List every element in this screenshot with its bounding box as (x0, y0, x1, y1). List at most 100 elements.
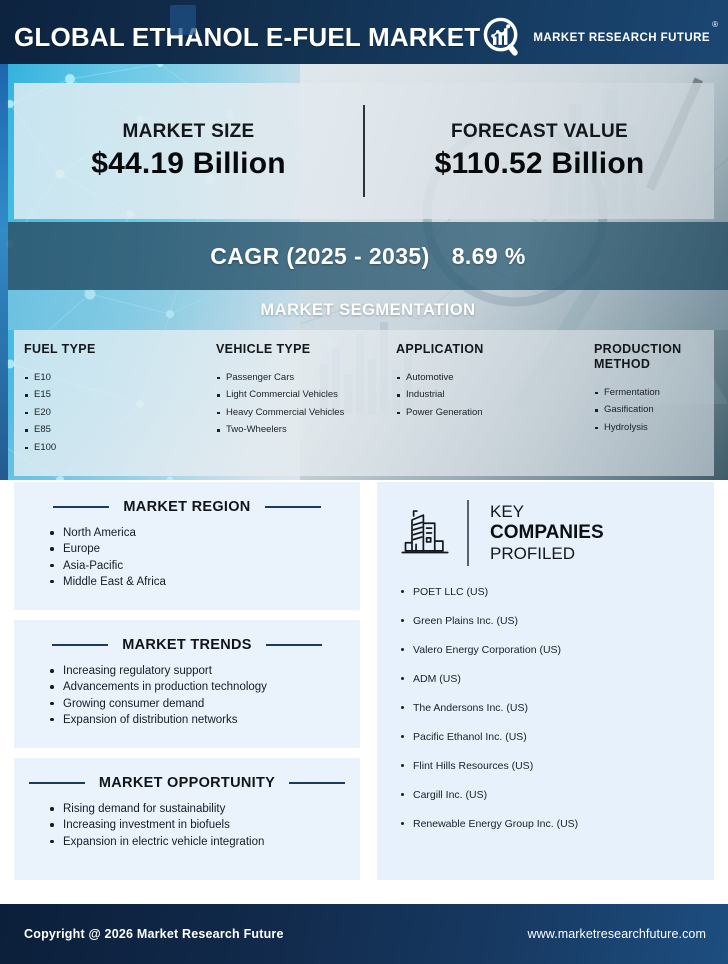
rule-left (28, 781, 85, 785)
hero-banner: MARKET SIZE $44.19 Billion FORECAST VALU… (0, 64, 728, 480)
segmentation-heading: APPLICATION (396, 342, 484, 356)
list-item: Light Commercial Vehicles (216, 390, 390, 400)
segmentation-title: MARKET SEGMENTATION (260, 300, 476, 319)
segmentation-column-production-method: PRODUCTION METHOD Fermentation Gasificat… (594, 342, 714, 476)
list-item: Valero Energy Corporation (US) (401, 644, 714, 656)
market-region-list: North America Europe Asia-Pacific Middle… (14, 525, 360, 590)
page-title: GLOBAL ETHANOL E-FUEL MARKET (14, 22, 481, 52)
key-companies-word-profiled: PROFILED (490, 544, 576, 564)
market-opportunity-title: MARKET OPPORTUNITY (98, 775, 276, 791)
rule-right (289, 781, 346, 785)
forecast-value-label: FORECAST VALUE (451, 121, 628, 142)
list-item: E15 (24, 390, 210, 400)
market-size-block: MARKET SIZE $44.19 Billion (14, 121, 363, 181)
vertical-divider (363, 105, 365, 197)
key-companies-word-companies: COMPANIES (490, 521, 604, 543)
list-item: ADM (US) (401, 673, 714, 685)
market-trends-list: Increasing regulatory support Advancemen… (14, 663, 360, 728)
list-item: The Andersons Inc. (US) (401, 702, 714, 714)
forecast-value-block: FORECAST VALUE $110.52 Billion (365, 121, 714, 181)
list-item: Cargill Inc. (US) (401, 789, 714, 801)
list-item: Green Plains Inc. (US) (401, 615, 714, 627)
header-decor-block (170, 5, 196, 35)
market-trends-title: MARKET TRENDS (122, 637, 252, 653)
segmentation-list: Passenger Cars Light Commercial Vehicles… (216, 373, 390, 435)
page-header: GLOBAL ETHANOL E-FUEL MARKET MARKET RESE… (0, 0, 728, 75)
list-item: Passenger Cars (216, 373, 390, 383)
cagr-value: 8.69 % (451, 242, 526, 269)
list-item: Growing consumer demand (50, 696, 360, 712)
list-item: Advancements in production technology (50, 679, 360, 695)
segmentation-list: E10 E15 E20 E85 E100 (24, 373, 210, 453)
rule-left (52, 643, 109, 647)
list-item: Expansion of distribution networks (50, 712, 360, 728)
key-companies-card: KEY COMPANIES PROFILED POET LLC (US) Gre… (377, 482, 714, 880)
segmentation-list: Fermentation Gasification Hydrolysis (594, 387, 708, 433)
segmentation-list: Automotive Industrial Power Generation (396, 373, 588, 418)
brand-logo-text: MARKET RESEARCH FUTURE (533, 31, 710, 44)
card-title-row: MARKET REGION (14, 482, 360, 515)
list-item: Rising demand for sustainability (50, 801, 360, 817)
list-item: Renewable Energy Group Inc. (US) (401, 818, 714, 830)
list-item: Fermentation (594, 387, 708, 398)
market-size-label: MARKET SIZE (122, 121, 255, 142)
list-item: Expansion in electric vehicle integratio… (50, 834, 360, 850)
footer-copyright: Copyright @ 2026 Market Research Future (24, 927, 284, 941)
key-companies-list: POET LLC (US) Green Plains Inc. (US) Val… (377, 586, 714, 830)
segmentation-heading: FUEL TYPE (24, 342, 96, 356)
market-trends-card: MARKET TRENDS Increasing regulatory supp… (14, 620, 360, 748)
registered-trademark-icon: ® (712, 19, 718, 29)
list-item: Europe (50, 541, 360, 557)
list-item: Asia-Pacific (50, 558, 360, 574)
rule-right (265, 643, 322, 647)
list-item: Increasing regulatory support (50, 663, 360, 679)
key-companies-word-key: KEY (490, 502, 525, 522)
segmentation-title-band: MARKET SEGMENTATION (8, 290, 728, 330)
list-item: POET LLC (US) (401, 586, 714, 598)
lower-content: MARKET REGION North America Europe Asia-… (0, 480, 728, 900)
cagr-band: CAGR (2025 - 2035) 8.69 % (8, 222, 728, 290)
list-item: Automotive (396, 373, 588, 383)
list-item: E10 (24, 373, 210, 383)
list-item: North America (50, 525, 360, 541)
rule-left (53, 505, 110, 509)
market-opportunity-list: Rising demand for sustainability Increas… (14, 801, 360, 850)
page-footer: Copyright @ 2026 Market Research Future … (0, 904, 728, 964)
list-item: E85 (24, 425, 210, 435)
card-title-row: MARKET TRENDS (14, 620, 360, 653)
key-companies-title: KEY COMPANIES PROFILED (490, 502, 604, 563)
magnifier-bar-chart-logo-icon (484, 17, 519, 56)
list-item: Flint Hills Resources (US) (401, 760, 714, 772)
list-item: Pacific Ethanol Inc. (US) (401, 731, 714, 743)
segmentation-column-fuel-type: FUEL TYPE E10 E15 E20 E85 E100 (24, 342, 216, 476)
cagr-text: CAGR (2025 - 2035) 8.69 % (210, 243, 525, 270)
footer-url[interactable]: www.marketresearchfuture.com (527, 927, 706, 941)
market-size-panel: MARKET SIZE $44.19 Billion FORECAST VALU… (14, 83, 714, 219)
market-region-title: MARKET REGION (123, 499, 251, 515)
market-region-card: MARKET REGION North America Europe Asia-… (14, 482, 360, 610)
list-item: Industrial (396, 390, 588, 400)
segmentation-heading: VEHICLE TYPE (216, 342, 311, 356)
cagr-label: CAGR (2025 - 2035) (210, 242, 430, 269)
card-title-row: MARKET OPPORTUNITY (14, 758, 360, 791)
list-item: Increasing investment in biofuels (50, 817, 360, 833)
rule-right (264, 505, 321, 509)
segmentation-card: FUEL TYPE E10 E15 E20 E85 E100 VEHICLE T… (14, 330, 714, 476)
list-item: Hydrolysis (594, 422, 708, 433)
key-companies-header: KEY COMPANIES PROFILED (377, 482, 714, 566)
segmentation-column-application: APPLICATION Automotive Industrial Power … (396, 342, 594, 476)
segmentation-heading: PRODUCTION METHOD (594, 342, 682, 371)
list-item: Two-Wheelers (216, 425, 390, 435)
market-size-value: $44.19 Billion (91, 147, 286, 180)
list-item: Gasification (594, 405, 708, 415)
list-item: Middle East & Africa (50, 574, 360, 590)
list-item: E100 (24, 443, 210, 453)
list-item: Heavy Commercial Vehicles (216, 408, 390, 418)
vertical-divider (467, 500, 469, 566)
office-building-icon (401, 510, 449, 554)
list-item: E20 (24, 408, 210, 418)
list-item: Power Generation (396, 408, 588, 418)
market-opportunity-card: MARKET OPPORTUNITY Rising demand for sus… (14, 758, 360, 880)
hero-left-accent-strip (0, 64, 8, 480)
